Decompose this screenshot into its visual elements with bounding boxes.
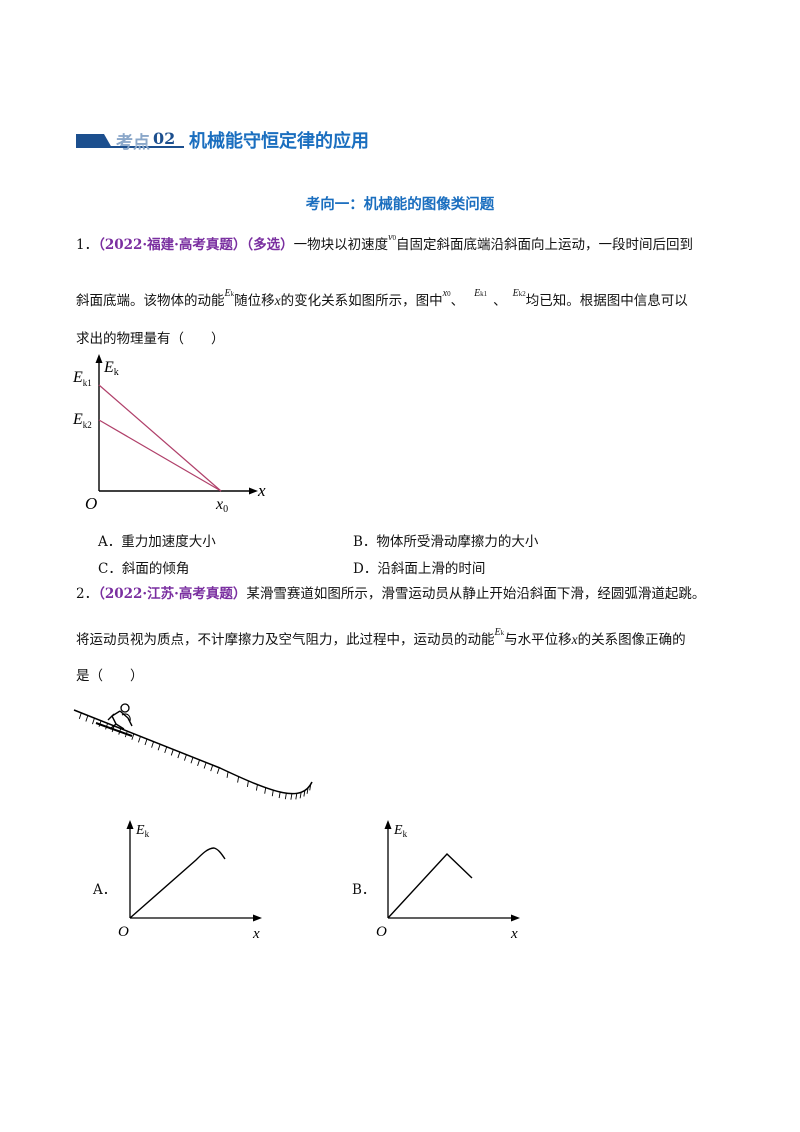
q1-y-arrow xyxy=(95,354,103,363)
skier-icon xyxy=(95,703,133,737)
q1-source-tag: （2022·福建·高考真题）（多选） xyxy=(98,237,294,253)
q1-number: 1． xyxy=(76,237,99,253)
q1-option-d[interactable]: D．沿斜面上滑的时间 xyxy=(353,561,486,577)
section-title: 考向一：机械能的图像类问题 xyxy=(305,197,495,213)
svg-text:Ek: Ek xyxy=(393,823,408,839)
q1-line-1: 1．（2022·福建·高考真题）（多选）一物块以初速度v0自固定斜面底端沿斜面向… xyxy=(76,232,693,253)
q2-text-2c: 的关系图像正确的 xyxy=(577,632,686,648)
svg-text:x: x xyxy=(510,926,518,940)
ek1-symbol: Ek1 xyxy=(474,288,488,299)
q2-option-a-label[interactable]: A． xyxy=(93,882,117,898)
q1-text-2d: 均已知。根据图中信息可以 xyxy=(525,293,688,309)
x-symbol: x xyxy=(274,293,281,308)
q1-graph: Ek Ek1 Ek2 O x0 x xyxy=(72,354,266,515)
q2-line-3: 是（ ） xyxy=(76,668,144,684)
ek2-symbol: Ek2 xyxy=(512,288,526,299)
separator-1: 、 xyxy=(450,293,465,309)
header-banner: 考点 02 机械能守恒定律的应用 xyxy=(76,126,406,156)
q1-ylabel: Ek xyxy=(103,359,119,378)
ski-slope-illustration xyxy=(73,703,313,800)
q1-text-2c: 的变化关系如图所示，图中 xyxy=(280,293,443,309)
svg-text:O: O xyxy=(118,924,129,940)
header-number: 02 xyxy=(153,129,176,148)
q2-graph-b-curve xyxy=(387,853,473,919)
q1-line-ek1 xyxy=(98,384,222,492)
q1-text-1a: 一物块以初速度 xyxy=(293,237,389,253)
q2-ek-symbol: Ek xyxy=(494,627,505,638)
q1-line-2: 斜面底端。该物体的动能Ek随位移x的变化关系如图所示，图中x0、 Ek1、 Ek2均… xyxy=(76,288,688,309)
q1-option-c[interactable]: C．斜面的倾角 xyxy=(98,561,190,577)
q1-option-a[interactable]: A．重力加速度大小 xyxy=(98,534,216,550)
x0-symbol: x0 xyxy=(442,288,451,299)
q1-ek1-label: Ek1 xyxy=(72,369,92,388)
q1-origin: O xyxy=(85,494,97,513)
q2-graph-b[interactable]: Ek O x xyxy=(368,812,528,940)
separator-2: 、 xyxy=(493,293,507,309)
q2-x-symbol: x xyxy=(571,632,578,647)
svg-text:O: O xyxy=(376,924,387,940)
ek-symbol: Ek xyxy=(224,288,235,299)
header-kaodian: 考点 xyxy=(116,133,150,153)
q1-line-3: 求出的物理量有（ ） xyxy=(76,331,225,347)
q2-graph-a[interactable]: Ek O x xyxy=(110,812,270,940)
page-title: 机械能守恒定律的应用 xyxy=(189,131,369,152)
q2-number: 2． xyxy=(76,586,99,602)
q1-x0-label: x0 xyxy=(215,496,228,515)
v0-symbol: v0 xyxy=(388,232,397,243)
q1-x-arrow xyxy=(249,487,258,495)
q2-text-1: 某滑雪赛道如图所示，滑雪运动员从静止开始沿斜面下滑，经圆弧滑道起跳。 xyxy=(246,586,706,602)
q1-line-ek2 xyxy=(98,419,222,492)
q1-ek2-label: Ek2 xyxy=(72,411,92,430)
q2-source-tag: （2022·江苏·高考真题） xyxy=(98,586,247,602)
q2-line-2: 将运动员视为质点，不计摩擦力及空气阻力，此过程中，运动员的动能Ek与水平位移x的… xyxy=(76,627,686,648)
svg-text:Ek: Ek xyxy=(135,823,150,839)
q2-option-b-label[interactable]: B． xyxy=(352,882,376,898)
q2-graph-a-curve xyxy=(129,847,226,919)
q2-line-1: 2．（2022·江苏·高考真题）某滑雪赛道如图所示，滑雪运动员从静止开始沿斜面下… xyxy=(76,582,705,602)
q2-text-2b: 与水平位移 xyxy=(504,632,572,648)
q1-text-1b: 自固定斜面底端沿斜面向上运动，一段时间后回到 xyxy=(396,237,694,253)
q1-text-2a: 斜面底端。该物体的动能 xyxy=(76,293,225,309)
header-decoration xyxy=(76,134,184,148)
q2-text-2a: 将运动员视为质点，不计摩擦力及空气阻力，此过程中，运动员的动能 xyxy=(76,632,495,648)
q1-text-2b: 随位移 xyxy=(234,293,275,309)
q1-xlabel: x xyxy=(257,481,266,500)
q1-option-b[interactable]: B．物体所受滑动摩擦力的大小 xyxy=(353,534,539,550)
svg-text:x: x xyxy=(252,926,260,940)
